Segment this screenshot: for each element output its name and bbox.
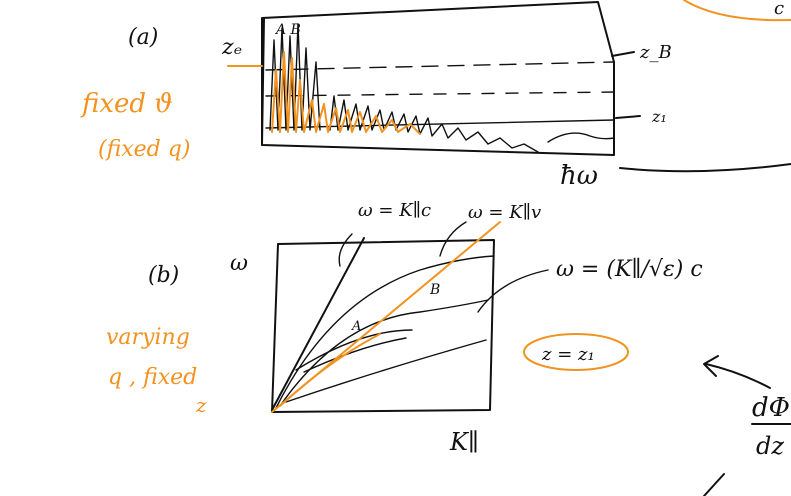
spectrum-orange [271, 51, 421, 135]
trailing-curve [619, 163, 791, 173]
bottom-box-frame [271, 239, 495, 413]
k-parallel-axis-label: K∥ [449, 428, 479, 456]
label-w-kv: ω = K∥v [468, 202, 541, 223]
dispersion-curve-4 [303, 337, 407, 373]
dispersion-curve-1 [275, 255, 495, 409]
dispersion-curve-5 [285, 339, 487, 403]
point-a-label: A [351, 319, 361, 334]
leader-curve [477, 269, 549, 313]
ze-label: zₑ [221, 35, 242, 60]
label-w-kc: ω = K∥c [358, 200, 431, 221]
level-line-mid [265, 91, 615, 97]
peak-labels: A B [274, 22, 301, 38]
hbar-omega-label: ħω [560, 161, 598, 191]
z1-label: z₁ [651, 107, 667, 126]
arrow-shaft [705, 363, 771, 389]
bottom-stroke [703, 473, 725, 496]
bottom-panel-label: (b) [148, 263, 179, 288]
curved-tail [547, 132, 615, 143]
z-note: z [195, 393, 207, 417]
q-fixed-note: q , fixed [108, 365, 197, 390]
varying-note: varying [106, 325, 190, 350]
orange-curve [279, 333, 381, 407]
light-line [271, 237, 365, 411]
zb-label: z_B [639, 42, 672, 63]
tick-z1 [615, 115, 641, 119]
leader-kc [338, 233, 353, 267]
top-box-left-edge [261, 17, 265, 146]
omega-axis-label: ω [230, 251, 248, 276]
circled-note-ring [523, 333, 629, 371]
bottom-sketch: (b) ω A B ω = K∥c ω = K∥v ω = (K∥/√ε) c … [106, 200, 703, 456]
corner-text: c [774, 0, 784, 19]
tick-zb [611, 51, 635, 57]
fraction-bottom: dz [756, 432, 784, 460]
fixed-q-note: (fixed q) [98, 137, 190, 162]
level-line-zb [265, 61, 615, 71]
dispersion-curve-2 [279, 299, 489, 407]
point-b-label: B [429, 282, 440, 298]
arrow-head [703, 355, 719, 377]
top-sketch: (a) zₑ z_B z₁ A B fixed ϑ (fixed q) ħω [80, 1, 791, 191]
leader-kv [439, 221, 467, 257]
spectrum-spikes-black [269, 23, 539, 153]
edge-fragments: c dΦ dz [683, 0, 791, 496]
level-line-z1 [265, 119, 615, 129]
circled-note-text: z = z₁ [541, 344, 595, 365]
label-w-curve: ω = (K∥/√ε) c [556, 257, 703, 282]
fixed-theta-note: fixed ϑ [80, 89, 173, 119]
corner-orange-arc [683, 0, 791, 22]
fraction-top: dΦ [752, 393, 790, 423]
top-panel-label: (a) [128, 25, 158, 50]
